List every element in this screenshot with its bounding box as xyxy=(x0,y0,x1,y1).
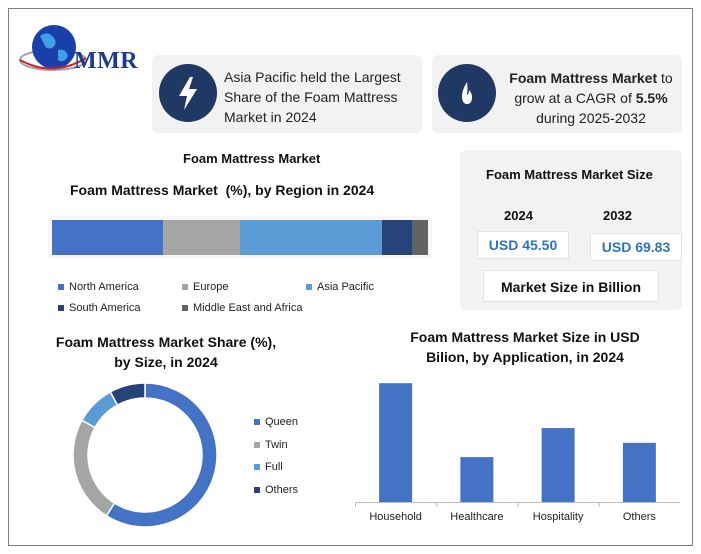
callout-cagr-bold: Foam Mattress Market xyxy=(509,70,658,86)
region-legend-item: Europe xyxy=(182,281,228,293)
donut-legend-item: Full xyxy=(254,461,283,473)
value-2024: USD 45.50 xyxy=(477,231,569,259)
region-segment-north-america xyxy=(52,220,164,255)
donut-legend-item: Twin xyxy=(254,439,288,451)
bar-healthcare xyxy=(460,457,494,502)
region-stacked-bar xyxy=(52,220,428,255)
bar-household xyxy=(379,383,413,502)
legend-label: Queen xyxy=(265,416,299,428)
legend-label: North America xyxy=(69,281,139,293)
region-chart-title: Foam Mattress Market xyxy=(183,151,321,166)
infographic-frame xyxy=(8,8,693,546)
market-size-footer: Market Size in Billion xyxy=(483,270,659,302)
legend-label: South America xyxy=(69,302,141,314)
legend-swatch xyxy=(254,441,260,448)
callout-cagr-text: Foam Mattress Market to grow at a CAGR o… xyxy=(500,68,682,128)
app-title-line-1: Foam Mattress Market Size in USD xyxy=(410,329,640,345)
category-label: Others xyxy=(622,511,656,523)
donut-chart xyxy=(72,382,218,528)
region-legend-item: Asia Pacific xyxy=(306,281,374,293)
region-legend-item: South America xyxy=(58,302,141,314)
legend-label: Others xyxy=(265,483,299,496)
bar-hospitality xyxy=(541,428,575,502)
region-legend-item: Middle East and Africa xyxy=(182,302,302,314)
donut-slice-full xyxy=(80,390,119,429)
legend-label: Full xyxy=(265,461,283,473)
year-2032-label: 2032 xyxy=(603,208,632,223)
legend-swatch xyxy=(306,284,312,290)
legend-swatch xyxy=(58,284,64,290)
region-segment-south-america xyxy=(381,220,413,255)
legend-swatch xyxy=(182,305,188,311)
region-legend-item: North America xyxy=(58,281,139,293)
lightning-icon xyxy=(159,64,217,122)
market-size-title: Foam Mattress Market Size xyxy=(486,167,653,182)
donut-slice-others xyxy=(109,382,146,407)
callout-cagr-value: 5.5% xyxy=(635,90,668,106)
app-bar-chart xyxy=(355,383,680,507)
region-segment-asia-pacific xyxy=(240,220,382,255)
year-2024-label: 2024 xyxy=(504,208,533,223)
legend-label: Twin xyxy=(265,438,288,451)
flame-icon xyxy=(438,64,496,122)
category-label: Household xyxy=(369,511,422,523)
legend-label: Middle East and Africa xyxy=(193,302,303,314)
category-label: Healthcare xyxy=(450,511,504,523)
legend-label: Europe xyxy=(193,281,229,293)
app-chart-title: Foam Mattress Market Size in USD Bilion,… xyxy=(390,327,660,367)
donut-title-line-2: by Size, in 2024 xyxy=(114,354,218,370)
legend-swatch xyxy=(254,464,260,470)
callout-cagr-text2: during 2025-2032 xyxy=(536,110,646,126)
legend-swatch xyxy=(254,419,260,425)
legend-swatch xyxy=(254,486,260,493)
legend-swatch xyxy=(182,284,188,290)
donut-slice-queen xyxy=(105,382,218,528)
donut-title-line-1: Foam Mattress Market Share (%), xyxy=(55,334,277,350)
bar-others xyxy=(622,442,656,502)
app-title-line-2: Bilion, by Application, in 2024 xyxy=(426,349,624,365)
category-label: Hospitality xyxy=(532,511,584,523)
donut-legend-item: Queen xyxy=(254,416,298,428)
legend-swatch xyxy=(58,305,64,311)
callout-region-text: Asia Pacific held the Largest Share of t… xyxy=(224,69,401,125)
callout-cagr-text1: to grow at a CAGR of xyxy=(514,70,673,106)
globe-logo-icon xyxy=(19,25,87,71)
region-chart-subtitle: Foam Mattress Market (%), by Region in 2… xyxy=(70,182,375,198)
value-2032: USD 69.83 xyxy=(590,233,682,261)
donut-chart-title: Foam Mattress Market Share (%), by Size,… xyxy=(40,332,292,372)
region-segment-europe xyxy=(163,220,240,255)
region-segment-middle-east-and-africa xyxy=(412,220,428,255)
logo-text: MMR xyxy=(74,48,139,74)
donut-slice-twin xyxy=(72,419,116,517)
legend-label: Asia Pacific xyxy=(317,281,374,293)
donut-legend-item: Others xyxy=(254,484,298,496)
